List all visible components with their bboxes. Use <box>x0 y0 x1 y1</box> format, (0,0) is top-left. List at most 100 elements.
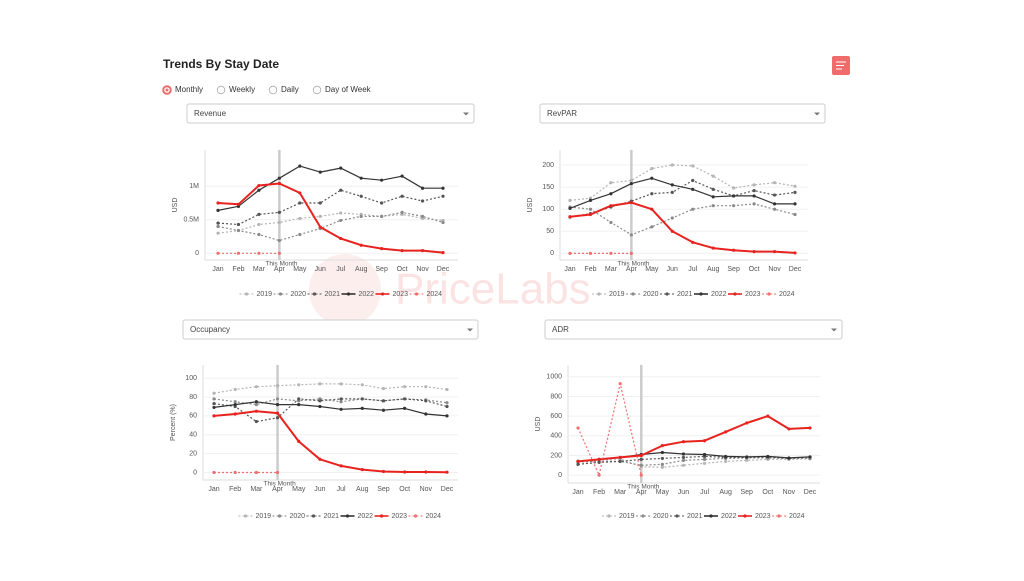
x-tick-label: Mar <box>605 266 618 273</box>
data-point <box>257 183 261 188</box>
x-tick-label: Nov <box>768 266 781 273</box>
data-point <box>360 468 364 472</box>
data-point <box>588 251 593 255</box>
dropdown[interactable] <box>544 319 843 340</box>
data-point <box>629 178 633 183</box>
radio-label[interactable]: Daily <box>281 85 299 94</box>
data-point <box>609 204 613 208</box>
dropdown[interactable] <box>186 103 475 124</box>
x-tick-label: Jan <box>564 266 575 273</box>
dropdown-value: Revenue <box>194 109 227 118</box>
data-point <box>359 176 363 180</box>
annotation: This Month <box>265 261 298 268</box>
data-point <box>793 190 797 195</box>
legend-label: 2024 <box>426 513 442 520</box>
radio-label[interactable]: Monthly <box>175 85 203 94</box>
y-axis-label: Percent (%) <box>170 404 177 441</box>
data-point <box>359 214 363 219</box>
radio-button[interactable] <box>312 85 322 95</box>
radio-button[interactable] <box>268 85 278 95</box>
data-point <box>724 454 728 459</box>
legend-label: 2022 <box>721 513 737 520</box>
data-point <box>732 194 736 198</box>
radio-label[interactable]: Weekly <box>229 85 255 94</box>
data-point <box>216 224 220 229</box>
data-point <box>724 459 728 463</box>
data-point <box>772 207 777 211</box>
legend-label: 2019 <box>619 513 635 520</box>
watermark: PriceLabs <box>395 265 591 314</box>
legend-marker <box>311 514 316 518</box>
data-point <box>380 201 384 205</box>
legend-marker <box>244 292 249 296</box>
legend-label: 2019 <box>257 291 273 298</box>
data-point <box>597 457 601 461</box>
x-tick-label: Apr <box>636 489 648 496</box>
data-point <box>793 212 797 217</box>
x-tick-label: May <box>292 486 306 493</box>
x-tick-label: Aug <box>719 489 732 496</box>
data-point <box>233 412 237 416</box>
x-tick-label: Jul <box>336 266 345 273</box>
data-point <box>745 458 749 462</box>
data-point <box>609 181 613 185</box>
legend-marker <box>414 292 419 296</box>
data-point <box>275 402 280 407</box>
dropdown[interactable] <box>539 103 826 124</box>
data-point <box>639 457 643 461</box>
data-point <box>318 170 322 174</box>
data-point <box>660 444 664 448</box>
legend-marker <box>345 514 350 518</box>
data-point <box>339 236 343 241</box>
data-point <box>420 186 425 190</box>
data-point <box>766 414 770 418</box>
series-line <box>577 415 811 463</box>
x-tick-label: Jan <box>208 486 219 493</box>
data-point <box>568 215 572 219</box>
x-tick-label: Oct <box>397 266 408 273</box>
data-point <box>212 414 216 418</box>
data-point <box>691 178 695 183</box>
data-point <box>257 188 261 192</box>
radio-button[interactable] <box>216 85 226 95</box>
legend-marker <box>709 514 713 518</box>
data-point <box>339 397 343 401</box>
data-point <box>681 455 686 460</box>
legend-label: 2023 <box>745 291 761 298</box>
data-point <box>711 204 715 208</box>
data-point <box>568 206 572 210</box>
legend-label: 2023 <box>392 513 408 520</box>
x-tick-label: Dec <box>441 486 454 493</box>
legend-label: 2020 <box>643 291 659 298</box>
data-point <box>793 202 797 206</box>
x-tick-label: Apr <box>274 266 286 273</box>
data-point <box>360 397 364 401</box>
data-point <box>711 195 715 199</box>
legend-label: 2024 <box>779 291 795 298</box>
legend-label: 2023 <box>755 513 771 520</box>
series-line <box>569 177 795 209</box>
data-point <box>400 194 404 198</box>
data-point <box>424 470 428 474</box>
data-point <box>702 461 707 465</box>
data-point <box>711 174 715 178</box>
x-tick-label: Jun <box>314 486 325 493</box>
data-point <box>441 251 445 255</box>
x-tick-label: Oct <box>399 486 410 493</box>
legend-marker <box>675 514 679 518</box>
series-line <box>213 410 448 474</box>
data-point <box>212 402 216 406</box>
data-point <box>297 383 301 387</box>
x-tick-label: Dec <box>437 266 450 273</box>
data-point <box>772 193 777 197</box>
radio-label[interactable]: Day of Week <box>325 85 372 94</box>
data-point <box>233 387 237 392</box>
x-tick-label: Aug <box>356 486 369 493</box>
dropdown[interactable] <box>182 319 479 340</box>
data-point <box>618 382 622 386</box>
x-tick-label: Oct <box>762 489 773 496</box>
data-point <box>639 473 643 477</box>
data-point <box>597 473 601 477</box>
dropdown-value: RevPAR <box>547 109 577 118</box>
data-point <box>216 221 220 225</box>
